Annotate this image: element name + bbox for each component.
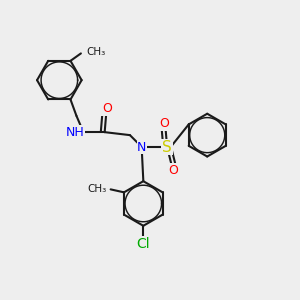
Text: CH₃: CH₃ <box>87 184 106 194</box>
Text: S: S <box>162 140 172 154</box>
Text: O: O <box>159 117 169 130</box>
Text: O: O <box>102 103 112 116</box>
Text: Cl: Cl <box>136 237 150 250</box>
Text: N: N <box>137 140 146 154</box>
Text: CH₃: CH₃ <box>86 47 106 57</box>
Text: O: O <box>168 164 178 177</box>
Text: NH: NH <box>66 126 84 139</box>
